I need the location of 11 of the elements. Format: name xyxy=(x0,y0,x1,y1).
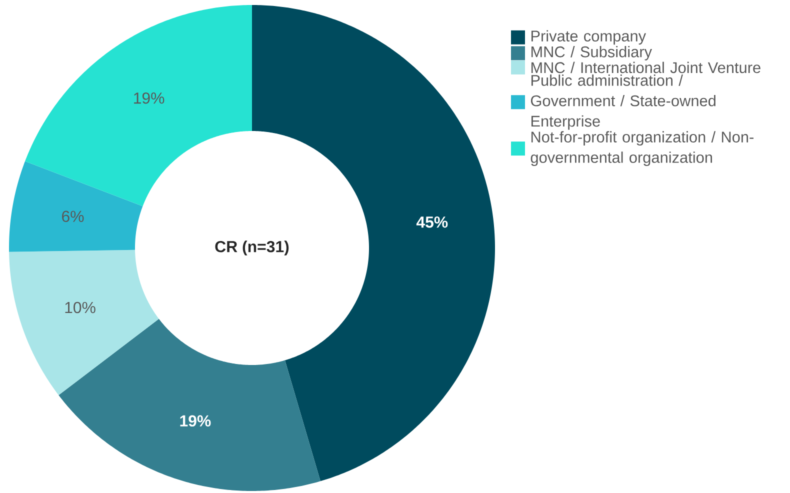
data-label: 19% xyxy=(180,415,211,427)
legend-label: Private company xyxy=(531,30,646,45)
legend-label: Public administration / Government / State-owned Enterprise xyxy=(530,74,716,130)
text: CR (n=31) xyxy=(215,240,289,256)
data-label: 10% xyxy=(65,302,96,314)
legend-label: Not-for-profit organization / Non-governmental organization xyxy=(530,131,754,166)
data-label: 19% xyxy=(134,92,164,104)
data-label: 6% xyxy=(62,210,84,222)
legend-label: MNC / International Joint Venture xyxy=(531,62,760,74)
data-label: 45% xyxy=(416,216,448,228)
legend-label: MNC / Subsidiary xyxy=(531,46,652,60)
